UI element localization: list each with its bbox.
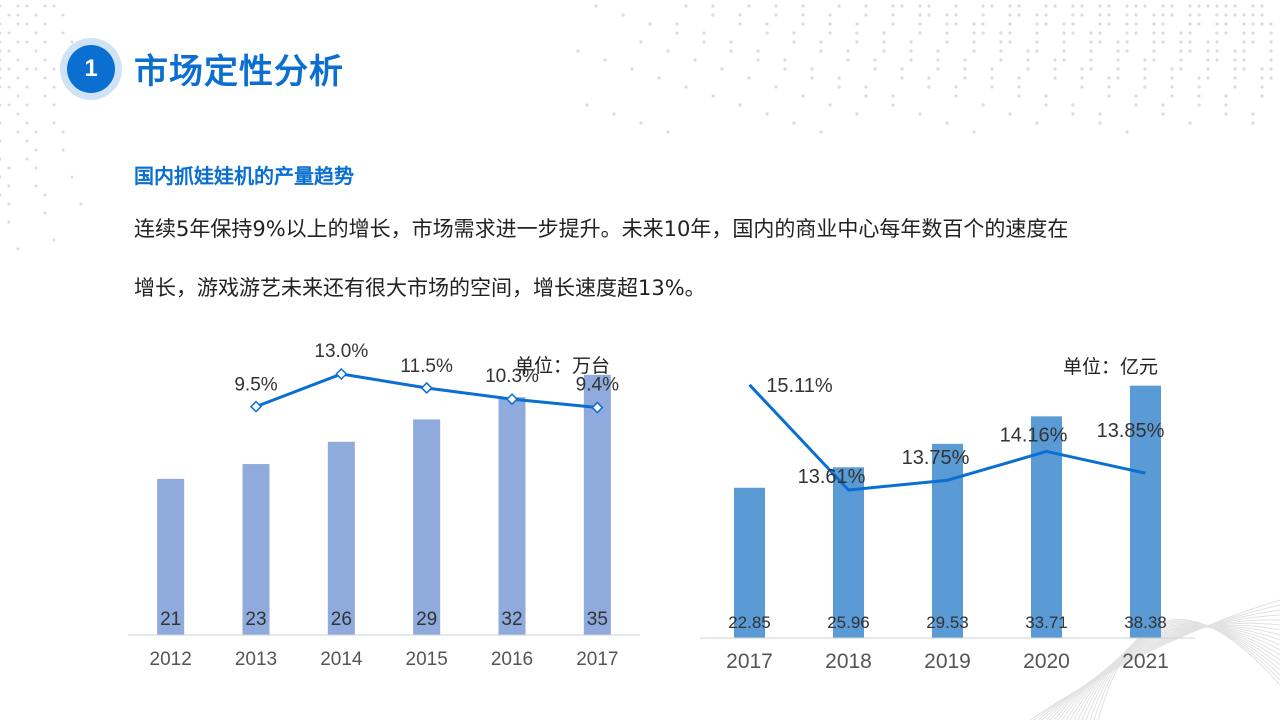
- bar-2021: [1130, 385, 1161, 638]
- bar-value-label: 32: [501, 609, 522, 630]
- unit-label: 单位：万台: [515, 355, 610, 377]
- x-tick-label: 2014: [320, 649, 363, 670]
- x-tick-label: 2017: [726, 650, 773, 673]
- x-tick-label: 2016: [491, 649, 533, 670]
- section-subtitle: 国内抓娃娃机的产量趋势: [134, 164, 354, 188]
- bar-2015: [413, 419, 441, 635]
- bar-value-label: 25.96: [827, 613, 870, 632]
- x-tick-label: 2020: [1023, 650, 1070, 673]
- x-tick-label: 2021: [1122, 650, 1169, 673]
- section-number-badge: 1: [60, 38, 122, 100]
- x-tick-label: 2017: [576, 649, 618, 670]
- market-size-chart-svg: 单位：亿元 22.85 2017 25.96 2018 29.53 2019 33.71 202…: [700, 356, 1195, 673]
- decoration-dots: [0, 4, 1273, 251]
- growth-rate-label: 14.16%: [1000, 424, 1068, 446]
- production-chart-svg: 单位：万台 21 2012 23 2013 26 2014 29 2015 32 2016 35 201…: [128, 341, 640, 670]
- x-tick-label: 2013: [235, 649, 277, 670]
- growth-rate-marker: [420, 381, 433, 395]
- growth-rate-line: [748, 383, 1146, 492]
- bar-value-label: 33.71: [1025, 613, 1068, 632]
- growth-rate-label: 13.61%: [798, 466, 866, 488]
- description-line-2: 增长，游戏游艺未来还有很大市场的空间，增长速度超13%。: [134, 276, 706, 300]
- bar-value-label: 26: [331, 609, 352, 630]
- unit-label: 单位：亿元: [1063, 356, 1158, 378]
- bar-value-label: 23: [245, 609, 266, 630]
- growth-rate-label: 9.4%: [576, 375, 619, 396]
- growth-rate-marker: [335, 367, 348, 381]
- market-size-chart: 单位：亿元 22.85 2017 25.96 2018 29.53 2019 33.71 202…: [690, 330, 1210, 694]
- page-title: 市场定性分析: [134, 52, 344, 92]
- bar-2017: [734, 487, 765, 638]
- growth-rate-label: 13.85%: [1097, 420, 1165, 442]
- growth-rate-label: 13.75%: [902, 447, 970, 469]
- bar-2020: [1031, 416, 1062, 638]
- x-tick-label: 2015: [406, 649, 448, 670]
- bar-2019: [932, 443, 963, 638]
- bar-2014: [327, 441, 355, 635]
- growth-rate-label: 13.0%: [314, 341, 368, 362]
- bar-2013: [242, 464, 270, 635]
- x-tick-label: 2012: [150, 649, 192, 670]
- x-tick-label: 2018: [825, 650, 872, 673]
- x-tick-label: 2019: [924, 650, 971, 673]
- bar-2017: [583, 374, 611, 635]
- growth-rate-label: 11.5%: [400, 356, 453, 377]
- growth-rate-label: 15.11%: [766, 375, 833, 397]
- growth-rate-marker: [249, 400, 263, 413]
- bar-2012: [157, 478, 185, 635]
- section-number: 1: [67, 45, 115, 93]
- bar-value-label: 29.53: [926, 613, 969, 632]
- growth-rate-label: 9.5%: [234, 375, 277, 396]
- bar-2018: [833, 467, 864, 638]
- bar-value-label: 21: [160, 609, 181, 630]
- bar-2016: [498, 397, 526, 635]
- bar-value-label: 35: [587, 609, 608, 630]
- growth-rate-marker: [591, 401, 604, 414]
- bar-value-label: 29: [416, 609, 437, 630]
- description-line-1: 连续5年保持9%以上的增长，市场需求进一步提升。未来10年，国内的商业中心每年数…: [134, 217, 1069, 241]
- production-chart: 单位：万台 21 2012 23 2013 26 2014 29 2015 32 2016 35 201…: [120, 330, 660, 694]
- bar-value-label: 38.38: [1124, 613, 1167, 632]
- bar-value-label: 22.85: [728, 613, 771, 632]
- growth-rate-label: 10.3%: [485, 366, 539, 387]
- growth-rate-marker: [505, 393, 519, 406]
